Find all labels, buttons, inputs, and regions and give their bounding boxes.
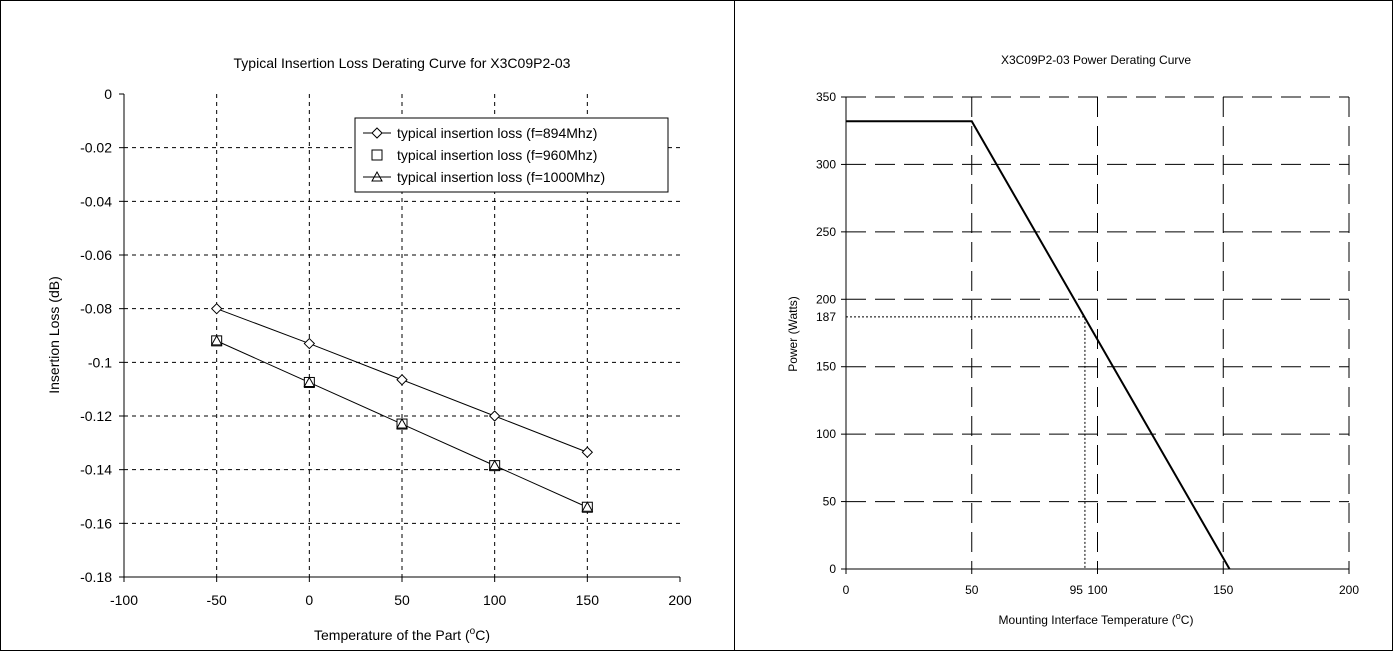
- y-tick-label: -0.06: [80, 247, 112, 263]
- x-tick-label: 0: [843, 583, 850, 597]
- legend-marker-diamond: [371, 127, 383, 139]
- x-tick-label: 50: [965, 583, 979, 597]
- legend-box: [354, 117, 669, 193]
- legend-label: typical insertion loss (f=960Mhz): [397, 147, 597, 163]
- y-tick-label: -0.16: [80, 515, 112, 531]
- y-axis-label: Insertion Loss (dB): [46, 276, 62, 394]
- x-tick-label: 50: [394, 592, 410, 608]
- x-tick-label-95: 95: [1070, 583, 1084, 597]
- power-derating-chart: 0 50 100 150 200 0 50 100 150 200 250 300 350 187 95 X3…: [786, 53, 1359, 627]
- x-tick-label: 200: [668, 592, 692, 608]
- y-tick-label: 200: [816, 292, 836, 306]
- x-tick-label: 0: [305, 592, 313, 608]
- y-tick-label: -0.1: [88, 354, 112, 370]
- y-tick-label: 250: [816, 225, 836, 239]
- x-tick-label: -100: [110, 592, 138, 608]
- data-point-triangle: [581, 501, 594, 512]
- x-tick-label: 150: [576, 592, 600, 608]
- y-tick-label: 100: [816, 427, 836, 441]
- legend-marker-triangle: [371, 170, 383, 182]
- y-tick-label: 0: [829, 562, 836, 576]
- y-tick-label: 300: [816, 157, 836, 171]
- y-tick-label: 50: [823, 495, 837, 509]
- data-point-triangle: [396, 418, 408, 429]
- y-tick-label: -0.12: [80, 408, 112, 424]
- reference-line: [846, 316, 1086, 569]
- x-tick-label: -50: [207, 592, 227, 608]
- x-tick-label: 100: [483, 592, 507, 608]
- y-tick-label: -0.02: [80, 140, 112, 156]
- data-point-diamond: [581, 446, 594, 458]
- data-point-diamond: [488, 410, 501, 422]
- x-tick-label: 150: [1213, 583, 1233, 597]
- x-tick-label: 200: [1339, 583, 1359, 597]
- data-point-triangle: [303, 376, 316, 387]
- legend-label: typical insertion loss (f=1000Mhz): [397, 169, 605, 185]
- legend-label: typical insertion loss (f=894Mhz): [397, 125, 597, 141]
- y-tick-label: 350: [816, 90, 836, 104]
- y-tick-label: -0.04: [80, 193, 112, 209]
- data-point-diamond: [303, 337, 316, 350]
- y-tick-label: -0.14: [80, 462, 112, 478]
- y-tick-label: 0: [104, 86, 112, 102]
- y-tick-label: 150: [816, 360, 836, 374]
- legend-marker-square: [371, 149, 383, 161]
- chart-title: X3C09P2-03 Power Derating Curve: [1001, 53, 1191, 67]
- y-tick-label-187: 187: [816, 310, 836, 324]
- y-axis-label: Power (Watts): [786, 296, 800, 372]
- data-point-diamond: [396, 374, 408, 386]
- x-tick-label: 100: [1087, 583, 1107, 597]
- data-point-triangle: [210, 334, 223, 346]
- power-derating-chart-panel: 0 50 100 150 200 0 50 100 150 200 250 300 350 187 95 X3…: [734, 0, 1393, 651]
- chart-title: Typical Insertion Loss Derating Curve fo…: [234, 55, 571, 71]
- x-axis-label: Temperature of the Part (oC): [314, 626, 490, 643]
- power-derating-line: [846, 120, 1231, 570]
- y-tick-label: -0.18: [80, 569, 112, 585]
- insertion-loss-chart-panel: -100 -50 0 50 100 150 200 0 -0.02 -0.04 -0.06 -0.08…: [0, 0, 735, 651]
- y-tick-label: -0.08: [80, 301, 112, 317]
- data-point-diamond: [210, 302, 223, 315]
- insertion-loss-chart: -100 -50 0 50 100 150 200 0 -0.02 -0.04 -0.06 -0.08…: [46, 55, 692, 643]
- data-point-triangle: [488, 459, 501, 471]
- x-axis-label: Mounting Interface Temperature (oC): [999, 611, 1194, 627]
